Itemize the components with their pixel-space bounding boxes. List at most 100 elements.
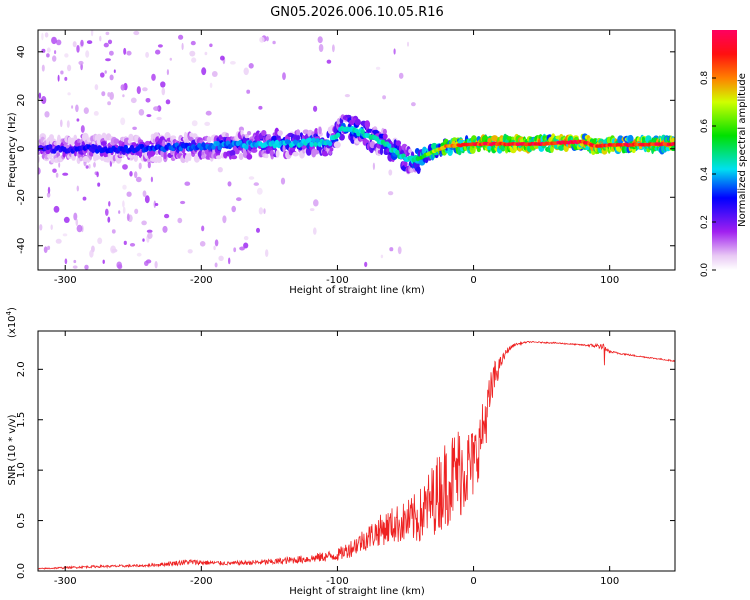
- snr-x-tick-label: -200: [190, 576, 213, 587]
- spectrogram-cell: [264, 154, 269, 159]
- spectrogram-cell: [88, 164, 91, 169]
- spectrogram-cell: [373, 126, 378, 131]
- spectrogram-y-label: Frequency (Hz): [7, 112, 18, 188]
- spectrogram-cell: [491, 135, 499, 142]
- spectrogram-cell: [163, 151, 167, 160]
- spectrogram-cell: [123, 47, 127, 55]
- spectrogram-cell: [85, 50, 90, 58]
- spectrogram-cell: [78, 60, 84, 65]
- spectrogram-cell: [265, 249, 269, 257]
- spectrogram-cell: [67, 92, 71, 96]
- colorbar-ticks: 0.0 0.2 0.4 0.6 0.8: [700, 71, 716, 278]
- spectrogram-cell: [107, 39, 113, 45]
- spectrogram-cell: [62, 233, 68, 237]
- spectrogram-cell: [375, 66, 381, 70]
- spectrogram-cell: [244, 144, 249, 150]
- spectrogram-cell: [169, 57, 172, 61]
- spectrogram-x-tick-label: -100: [326, 275, 349, 286]
- spectrogram-cell: [617, 135, 624, 144]
- spectrogram-cell: [248, 176, 255, 180]
- snr-series-line: [38, 340, 675, 570]
- spectrogram-cell: [50, 158, 55, 164]
- spectrogram-cell: [108, 201, 111, 207]
- spectrogram-cell: [110, 245, 116, 254]
- spectrogram-cell: [220, 55, 225, 61]
- spectrogram-cell: [251, 148, 258, 153]
- spectrogram-cell: [56, 39, 62, 46]
- spectrogram-cell: [259, 36, 265, 43]
- spectrogram-cell: [246, 153, 253, 160]
- spectrogram-cell: [206, 136, 212, 144]
- spectrogram-cell: [58, 162, 61, 168]
- spectrogram-cell: [407, 41, 409, 47]
- spectrogram-cell: [315, 138, 320, 144]
- spectrogram-x-ticks: -300 -200 -100 0 100: [54, 30, 619, 286]
- spectrogram-cell: [393, 48, 396, 55]
- spectrogram-cell: [162, 225, 168, 233]
- spectrogram-x-tick-label: 100: [600, 275, 619, 286]
- spectrogram-cell: [122, 184, 127, 190]
- spectrogram-y-tick-label: -20: [16, 189, 27, 205]
- spectrogram-cell: [54, 50, 57, 55]
- spectrogram-cell: [100, 72, 105, 78]
- colorbar-tick-label: 0.6: [700, 119, 710, 134]
- spectrogram-cell: [147, 161, 151, 169]
- spectrogram-cell: [118, 210, 121, 214]
- spectrogram-cell: [333, 141, 341, 149]
- spectrogram-cell: [354, 118, 361, 126]
- spectrogram-cell: [142, 238, 145, 242]
- spectrogram-cell: [382, 95, 386, 100]
- spectrogram-cell: [76, 45, 80, 53]
- spectrogram-cell: [44, 32, 49, 38]
- spectrogram-cell: [97, 237, 103, 245]
- spectrogram-cell: [126, 191, 132, 197]
- spectrogram-cell: [277, 130, 283, 136]
- spectrogram-cell: [313, 141, 318, 147]
- spectrogram-frame: [37, 29, 676, 271]
- spectrogram-x-tick-label: -300: [54, 275, 77, 286]
- colorbar-tick-label: 0.2: [700, 215, 710, 229]
- spectrogram-cell: [41, 96, 47, 104]
- spectrogram-cell: [76, 118, 80, 122]
- spectrogram-cell: [261, 130, 267, 136]
- spectrogram-cell: [199, 241, 206, 247]
- snr-y-tick-label: 0.5: [16, 513, 27, 529]
- snr-y-label: SNR (10 * v/v): [7, 414, 18, 485]
- spectrogram-cell: [225, 132, 229, 138]
- spectrogram-cell: [187, 249, 193, 254]
- spectrogram-cell: [101, 91, 106, 97]
- spectrogram-cell: [156, 156, 163, 163]
- snr-y-tick-label: 0.0: [16, 563, 27, 579]
- spectrogram-y-tick-label: 0: [16, 146, 27, 152]
- spectrogram-cell: [57, 134, 61, 143]
- spectrogram-cell: [38, 150, 41, 156]
- spectrogram-cell: [93, 111, 99, 116]
- colorbar-tick-label: 0.0: [700, 263, 710, 278]
- spectrogram-cell: [166, 69, 169, 76]
- spectrogram-cell: [209, 43, 213, 48]
- spectrogram-cell: [132, 126, 137, 130]
- spectrogram-cell: [90, 30, 94, 37]
- spectrogram-cell: [247, 131, 252, 136]
- snr-y-multiplier-base: (x10: [7, 315, 18, 338]
- spectrogram-cell: [57, 74, 60, 82]
- snr-y-ticks: 0.0 0.5 1.0 1.5 2.0: [16, 361, 675, 579]
- spectrogram-cell: [104, 70, 107, 74]
- spectrogram-cell: [214, 262, 218, 268]
- spectrogram-cell: [44, 111, 50, 118]
- spectrogram-cell: [231, 205, 236, 213]
- spectrogram-cell: [387, 191, 394, 196]
- colorbar-label: Normalized spectral amplitude: [737, 73, 748, 227]
- spectrogram-cell: [135, 176, 142, 183]
- spectrogram-cell: [99, 35, 102, 42]
- spectrogram-x-tick-label: -200: [190, 275, 213, 286]
- snr-y-multiplier: (x104): [5, 307, 18, 338]
- spectrogram-cell: [138, 162, 142, 170]
- spectrogram-cell: [327, 141, 333, 147]
- snr-y-multiplier-exp: 4: [5, 310, 13, 315]
- spectrogram-cell: [39, 224, 43, 231]
- spectrogram-cell: [282, 72, 286, 80]
- spectrogram-cell: [73, 134, 77, 141]
- spectrogram-cell: [256, 227, 260, 233]
- spectrogram-cell: [105, 58, 111, 62]
